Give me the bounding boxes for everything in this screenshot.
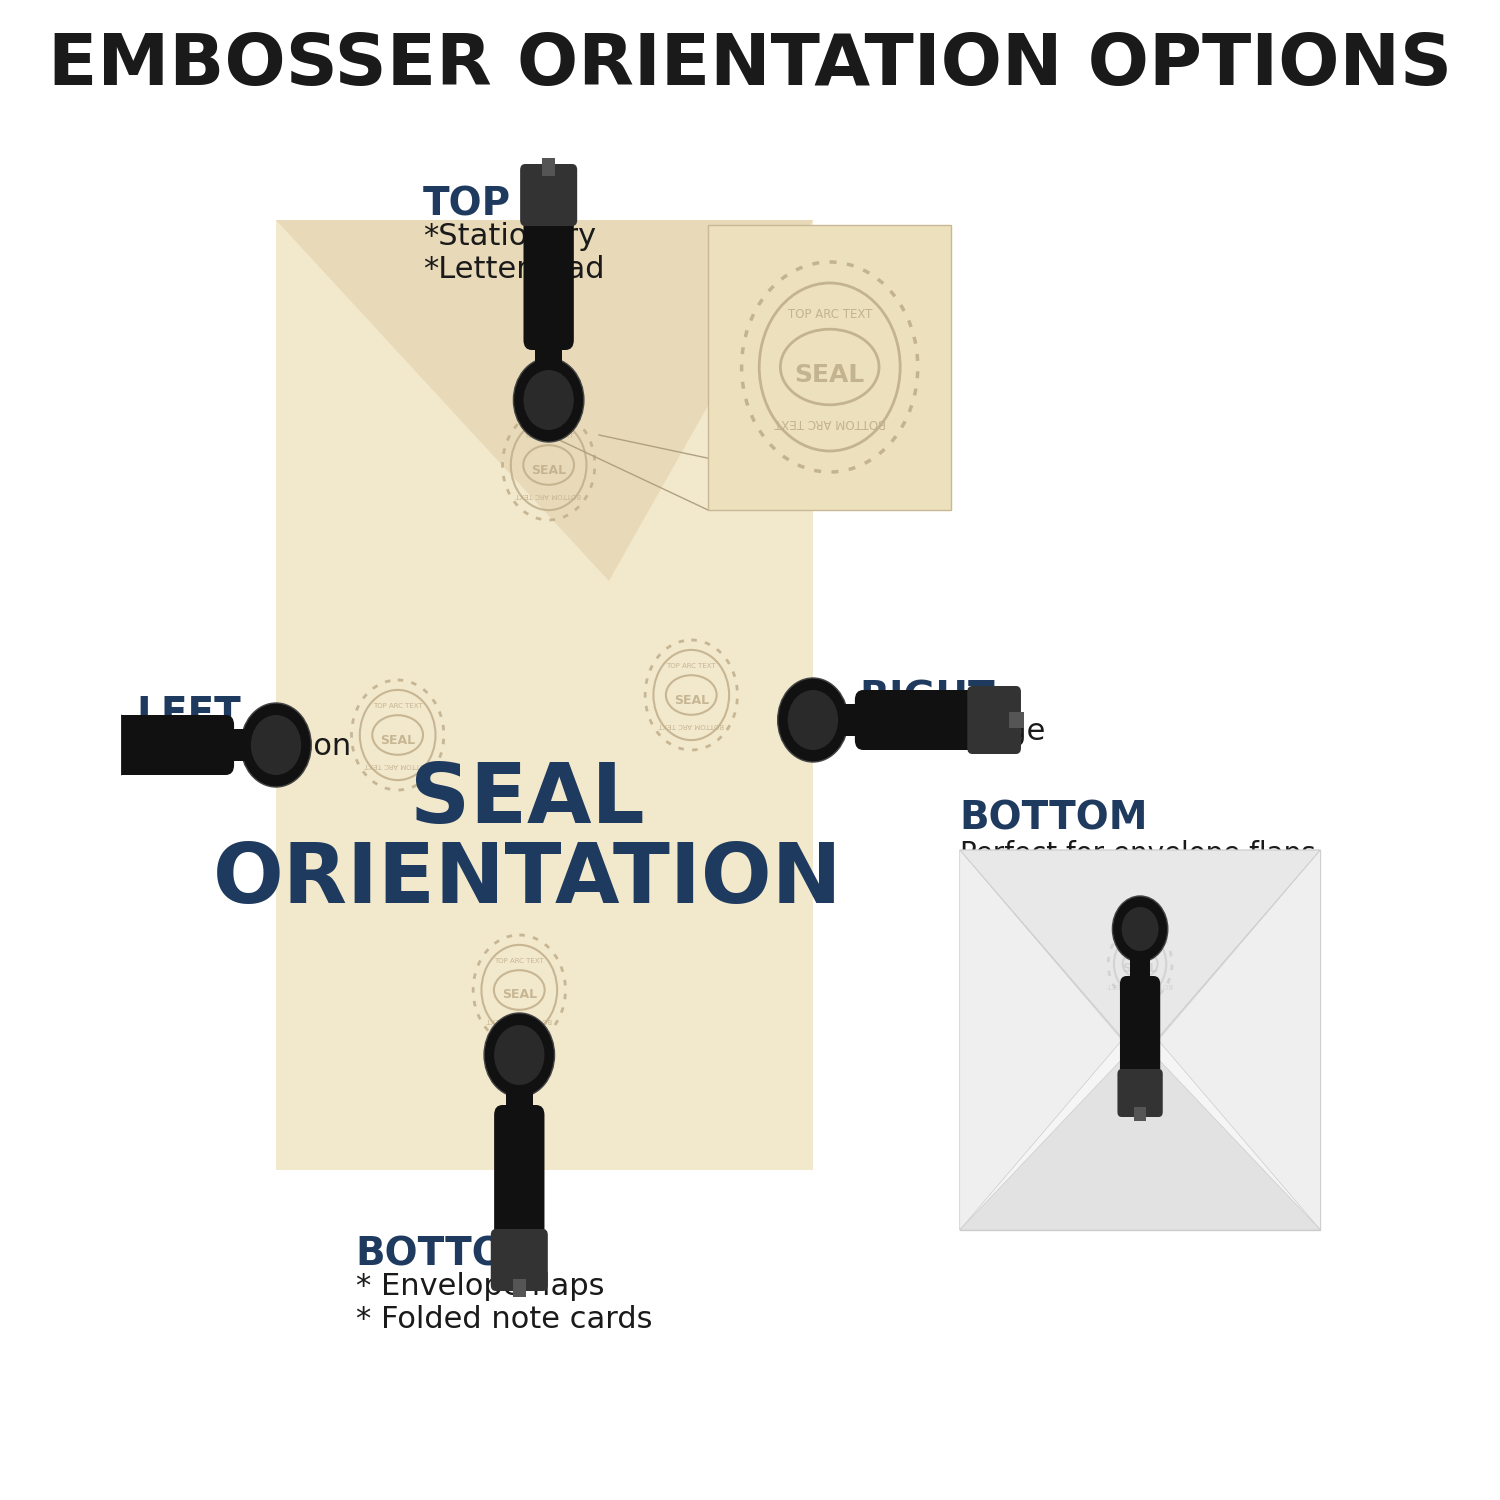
Circle shape — [788, 690, 838, 750]
Text: BOTTOM: BOTTOM — [356, 1234, 544, 1274]
Text: BOTTOM ARC TEXT: BOTTOM ARC TEXT — [364, 762, 430, 768]
Bar — [1130, 950, 1150, 988]
Polygon shape — [960, 1040, 1320, 1230]
Polygon shape — [1158, 850, 1320, 1230]
Text: BOTTOM ARC TEXT: BOTTOM ARC TEXT — [486, 1017, 552, 1023]
FancyBboxPatch shape — [1118, 1070, 1162, 1118]
Text: EMBOSSER ORIENTATION OPTIONS: EMBOSSER ORIENTATION OPTIONS — [48, 30, 1452, 99]
FancyBboxPatch shape — [68, 711, 122, 778]
Text: * Book page: * Book page — [859, 717, 1046, 746]
Text: TOP ARC TEXT: TOP ARC TEXT — [495, 958, 544, 964]
Text: BOTTOM ARC TEXT: BOTTOM ARC TEXT — [516, 492, 582, 498]
Bar — [276, 220, 813, 1170]
Text: BOTTOM ARC TEXT: BOTTOM ARC TEXT — [658, 723, 724, 729]
Text: TOP ARC TEXT: TOP ARC TEXT — [374, 704, 423, 710]
Circle shape — [513, 358, 584, 442]
Bar — [513, 1280, 526, 1298]
Bar — [506, 1076, 532, 1130]
Circle shape — [777, 678, 847, 762]
FancyBboxPatch shape — [100, 716, 234, 776]
Circle shape — [1122, 908, 1158, 951]
Circle shape — [484, 1013, 555, 1096]
FancyBboxPatch shape — [1120, 976, 1160, 1092]
Bar — [1134, 1107, 1146, 1120]
Bar — [1010, 712, 1025, 728]
Polygon shape — [960, 850, 1320, 1059]
Text: SEAL: SEAL — [380, 734, 416, 747]
FancyBboxPatch shape — [855, 690, 988, 750]
Text: LEFT: LEFT — [136, 694, 240, 734]
FancyBboxPatch shape — [968, 686, 1022, 754]
Text: TOP: TOP — [423, 184, 512, 224]
Text: *Letterhead: *Letterhead — [423, 255, 604, 284]
Polygon shape — [960, 850, 1122, 1230]
Text: TOP ARC TEXT: TOP ARC TEXT — [524, 433, 573, 439]
Bar — [830, 704, 876, 736]
Text: ORIENTATION: ORIENTATION — [213, 840, 843, 921]
Text: BOTTOM ARC TEXT: BOTTOM ARC TEXT — [1107, 982, 1173, 988]
Text: BOTTOM: BOTTOM — [960, 800, 1148, 838]
Text: Perfect for envelope flaps: Perfect for envelope flaps — [960, 840, 1316, 868]
FancyBboxPatch shape — [524, 200, 574, 350]
Circle shape — [524, 370, 574, 430]
Text: SEAL: SEAL — [531, 464, 566, 477]
Text: * Folded note cards: * Folded note cards — [356, 1305, 652, 1334]
Bar — [960, 850, 1320, 1230]
Bar — [213, 729, 260, 760]
Bar — [536, 326, 562, 380]
Bar — [708, 225, 951, 510]
Circle shape — [494, 1024, 544, 1084]
Text: TOP ARC TEXT: TOP ARC TEXT — [788, 308, 871, 321]
Text: SEAL: SEAL — [795, 363, 865, 387]
Text: * Envelope flaps: * Envelope flaps — [356, 1272, 604, 1300]
Circle shape — [1113, 896, 1168, 962]
Text: SEAL: SEAL — [411, 759, 645, 840]
FancyBboxPatch shape — [494, 1106, 544, 1256]
Text: BOTTOM ARC TEXT: BOTTOM ARC TEXT — [774, 416, 885, 429]
FancyBboxPatch shape — [490, 1228, 548, 1292]
Circle shape — [242, 704, 310, 788]
Text: *Not Common: *Not Common — [136, 732, 351, 760]
Bar — [542, 158, 555, 176]
Text: SEAL: SEAL — [501, 988, 537, 1002]
Text: or bottom of page seals: or bottom of page seals — [960, 871, 1290, 900]
Text: SEAL: SEAL — [1122, 963, 1158, 975]
Circle shape — [251, 716, 302, 776]
Bar — [63, 736, 78, 753]
Text: TOP ARC TEXT: TOP ARC TEXT — [666, 663, 716, 669]
Text: TOP ARC TEXT: TOP ARC TEXT — [1116, 940, 1166, 946]
Text: *Stationery: *Stationery — [423, 222, 596, 251]
Polygon shape — [276, 220, 813, 580]
Text: SEAL: SEAL — [674, 693, 710, 706]
FancyBboxPatch shape — [520, 164, 578, 226]
Text: RIGHT: RIGHT — [859, 680, 994, 718]
